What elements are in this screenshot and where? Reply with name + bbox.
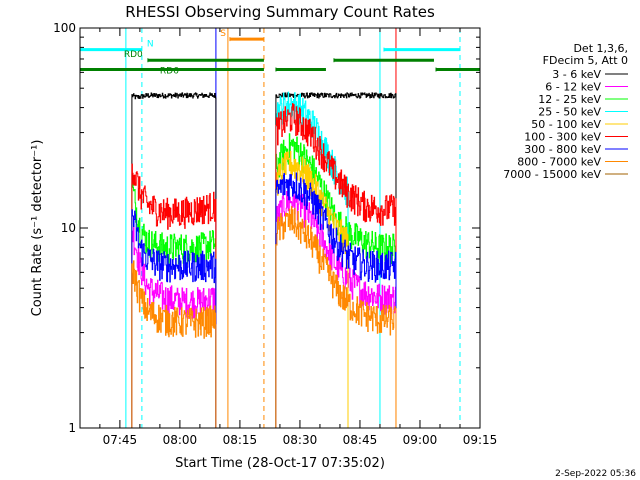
- y-axis: 1 10 100: [53, 21, 480, 435]
- plot-area: N S RD0 RD6: [79, 28, 480, 428]
- series-trace-6-0: [131, 209, 217, 428]
- series-trace-0-1: [275, 92, 397, 428]
- state-label-rd0: RD0: [124, 50, 143, 60]
- series-3-6-kev: [131, 92, 397, 428]
- y-tick-label-0: 1: [68, 421, 76, 435]
- x-axis-label: Start Time (28-Oct-17 07:35:02): [175, 456, 385, 471]
- series-trace-7-1: [275, 206, 397, 428]
- series-trace-6-1: [275, 172, 397, 428]
- x-tick-label-2: 08:15: [223, 433, 258, 447]
- legend-header-0: Det 1,3,6,: [573, 42, 628, 55]
- series-trace-2-1: [275, 133, 397, 428]
- x-tick-label-0: 07:45: [103, 433, 138, 447]
- chart-title: RHESSI Observing Summary Count Rates: [125, 3, 435, 21]
- legend-label-3: 25 - 50 keV: [538, 106, 601, 119]
- legend-label-1: 6 - 12 keV: [545, 81, 601, 94]
- footer-date: 2-Sep-2022 05:36: [555, 469, 636, 479]
- series-trace-0-0: [131, 92, 217, 428]
- legend-label-8: 7000 - 15000 keV: [503, 168, 601, 181]
- legend-label-6: 300 - 800 keV: [524, 143, 601, 156]
- x-tick-label-3: 08:30: [283, 433, 318, 447]
- series-trace-1-0: [131, 226, 217, 428]
- x-axis: 07:45 08:00 08:15 08:30 08:45 09:00 09:15: [99, 28, 498, 447]
- x-tick-label-1: 08:00: [163, 433, 198, 447]
- series-trace-5-0: [131, 163, 217, 428]
- series-300-800-kev: [131, 172, 397, 428]
- series-trace-5-1: [275, 103, 397, 428]
- legend-label-5: 100 - 300 keV: [524, 131, 601, 144]
- legend-label-4: 50 - 100 keV: [531, 118, 601, 131]
- x-tick-label-4: 08:45: [343, 433, 378, 447]
- series-100-300-kev: [131, 103, 397, 428]
- x-tick-label-6: 09:15: [463, 433, 498, 447]
- series-800-7000-kev: [131, 206, 397, 428]
- x-tick-label-5: 09:00: [403, 433, 438, 447]
- legend-label-2: 12 - 25 keV: [538, 93, 601, 106]
- y-tick-label-2: 100: [53, 21, 76, 35]
- legend-header-1: FDecim 5, Att 0: [543, 54, 628, 67]
- state-label-n: N: [147, 40, 154, 50]
- legend-label-0: 3 - 6 keV: [552, 68, 601, 81]
- y-axis-label: Count Rate (s⁻¹ detector⁻¹): [30, 140, 45, 317]
- legend-label-7: 800 - 7000 keV: [517, 156, 601, 169]
- series-trace-7-0: [131, 260, 217, 428]
- state-label-s: S: [220, 29, 226, 39]
- state-label-rd6: RD6: [160, 67, 179, 77]
- y-tick-label-1: 10: [61, 221, 76, 235]
